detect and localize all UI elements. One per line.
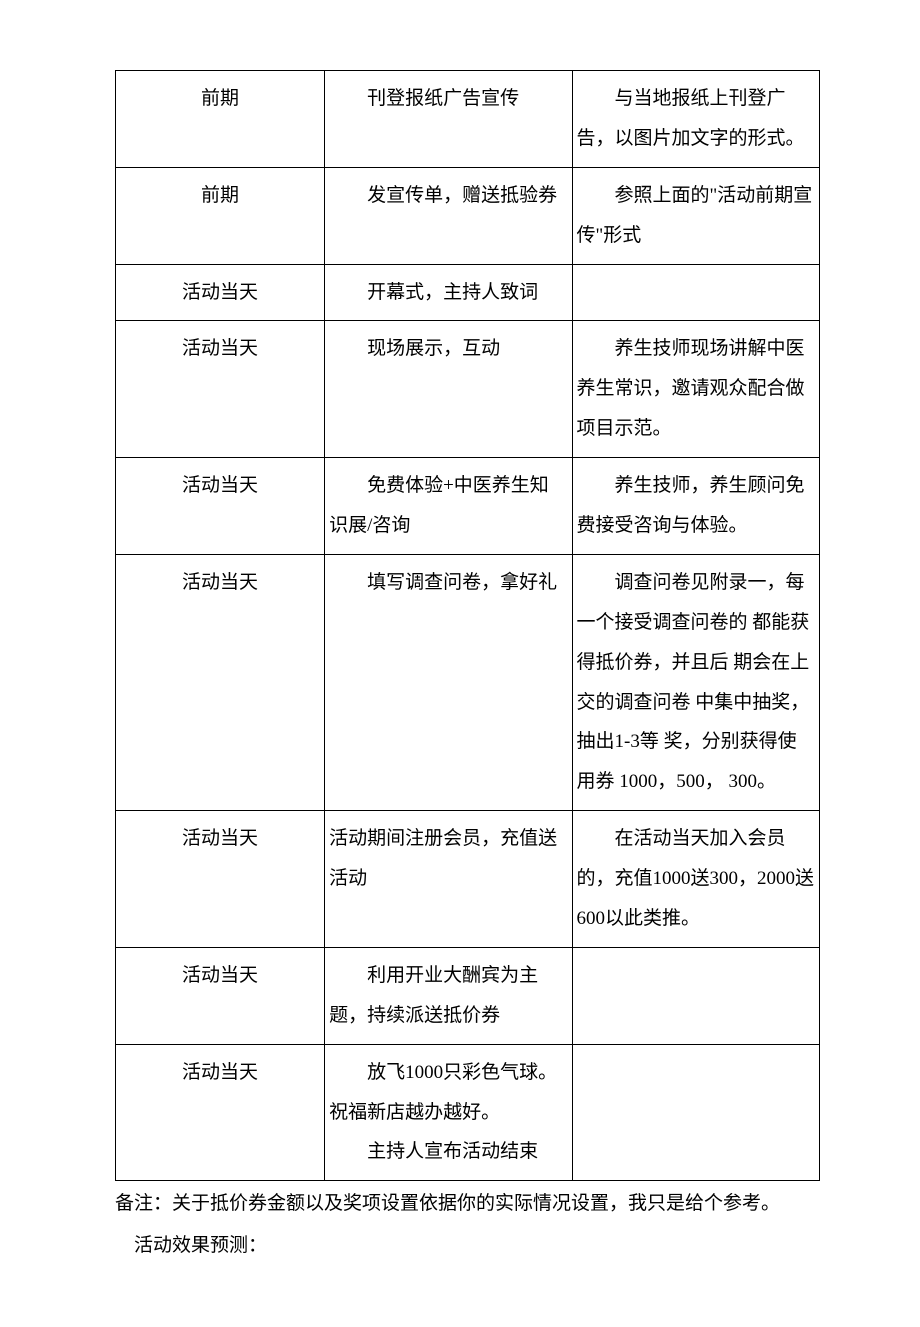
note-remark: 备注：关于抵价券金额以及奖项设置依据你的实际情况设置，我只是给个参考。 [115,1183,820,1225]
activity-schedule-table: 前期 刊登报纸广告宣传 与当地报纸上刊登广告，以图片加文字的形式。 前期 发宣传… [115,70,820,1181]
detail-cell: 养生技师现场讲解中医养生常识，邀请观众配合做项目示范。 [572,321,819,458]
table-row: 活动当天 现场展示，互动 养生技师现场讲解中医养生常识，邀请观众配合做项目示范。 [116,321,820,458]
activity-cell: 免费体验+中医养生知识展/咨询 [325,458,572,555]
activity-cell: 现场展示，互动 [325,321,572,458]
activity-cell: 发宣传单，赠送抵验券 [325,167,572,264]
table-row: 活动当天 开幕式，主持人致词 [116,264,820,321]
phase-cell: 前期 [116,71,325,168]
detail-cell [572,264,819,321]
phase-cell: 活动当天 [116,1044,325,1181]
note-prediction: 活动效果预测： [115,1225,820,1267]
detail-cell [572,1044,819,1181]
footer-note: 备注：关于抵价券金额以及奖项设置依据你的实际情况设置，我只是给个参考。 活动效果… [115,1183,820,1267]
activity-cell: 放飞1000只彩色气球。祝福新店越办越好。 主持人宣布活动结束 [325,1044,572,1181]
activity-cell: 利用开业大酬宾为主题，持续派送抵价券 [325,947,572,1044]
activity-cell: 刊登报纸广告宣传 [325,71,572,168]
detail-cell: 养生技师，养生顾问免费接受咨询与体验。 [572,458,819,555]
detail-cell: 与当地报纸上刊登广告，以图片加文字的形式。 [572,71,819,168]
table-row: 活动当天 活动期间注册会员，充值送活动 在活动当天加入会员的，充值1000送30… [116,811,820,948]
phase-cell: 活动当天 [116,264,325,321]
table-row: 前期 刊登报纸广告宣传 与当地报纸上刊登广告，以图片加文字的形式。 [116,71,820,168]
document-page: 前期 刊登报纸广告宣传 与当地报纸上刊登广告，以图片加文字的形式。 前期 发宣传… [0,0,920,1327]
phase-cell: 活动当天 [116,947,325,1044]
table-row: 活动当天 填写调查问卷，拿好礼 调查问卷见附录一，每一个接受调查问卷的 都能获得… [116,554,820,810]
table-row: 活动当天 利用开业大酬宾为主题，持续派送抵价券 [116,947,820,1044]
table-row: 活动当天 放飞1000只彩色气球。祝福新店越办越好。 主持人宣布活动结束 [116,1044,820,1181]
table-row: 活动当天 免费体验+中医养生知识展/咨询 养生技师，养生顾问免费接受咨询与体验。 [116,458,820,555]
detail-cell [572,947,819,1044]
detail-cell: 在活动当天加入会员的，充值1000送300，2000送600以此类推。 [572,811,819,948]
detail-cell: 调查问卷见附录一，每一个接受调查问卷的 都能获得抵价券，并且后 期会在上交的调查… [572,554,819,810]
activity-cell: 活动期间注册会员，充值送活动 [325,811,572,948]
table-row: 前期 发宣传单，赠送抵验券 参照上面的"活动前期宣传"形式 [116,167,820,264]
phase-cell: 前期 [116,167,325,264]
phase-cell: 活动当天 [116,321,325,458]
activity-cell: 开幕式，主持人致词 [325,264,572,321]
phase-cell: 活动当天 [116,811,325,948]
detail-cell: 参照上面的"活动前期宣传"形式 [572,167,819,264]
phase-cell: 活动当天 [116,554,325,810]
phase-cell: 活动当天 [116,458,325,555]
activity-cell: 填写调查问卷，拿好礼 [325,554,572,810]
